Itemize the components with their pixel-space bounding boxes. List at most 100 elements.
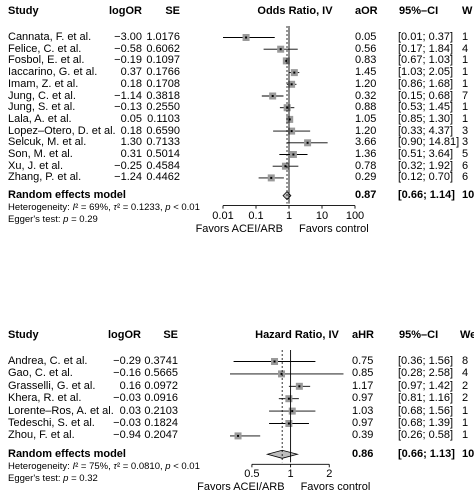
p1-se-value: 0.1103 [147, 112, 180, 125]
p1-log-value: −0.19 [114, 54, 142, 67]
p2-header-log: logOR [108, 329, 141, 341]
p1-weight-value: 4 [462, 42, 469, 55]
p1-weight-value: 1 [462, 77, 469, 90]
p1-point-center [279, 48, 282, 51]
p2-estimate-value: 0.97 [352, 392, 374, 405]
p1-ci-value: [0.33; 4.37] [398, 124, 454, 137]
p1-log-value: 1.30 [120, 136, 142, 149]
p2-weight-value: 1 [462, 417, 469, 429]
p1-ci-value: [0.17; 1.84] [398, 42, 454, 55]
p2-point-center [287, 422, 290, 425]
p1-estimate-value: 0.88 [355, 101, 377, 114]
p1-log-value: 0.05 [120, 112, 142, 125]
p1-point-center [306, 141, 309, 144]
p2-se-value: 0.3741 [144, 355, 178, 367]
p2-log-value: −0.03 [113, 417, 141, 429]
p1-estimate-value: 0.56 [355, 42, 377, 55]
p1-weight-value: 1 [462, 112, 469, 125]
p1-study-name: Lopez–Otero, D. et al. [8, 124, 116, 137]
p2-header-plot: Hazard Ratio, IV [255, 329, 339, 341]
p1-study-name: Fosbol, E. et al. [8, 54, 85, 67]
p2-estimate-value: 1.17 [352, 379, 374, 392]
p2-weight-value: 1 [462, 429, 469, 442]
p1-log-value: −1.24 [114, 171, 142, 184]
p2-tick-label: 0.5 [244, 468, 260, 481]
p1-tick-label: 1 [285, 209, 293, 222]
p2-point-center [280, 372, 283, 375]
p1-point-center [292, 153, 295, 156]
p1-estimate-value: 0.05 [355, 31, 377, 43]
p1-pooled-estimate: 0.87 [355, 189, 377, 202]
p2-ci-value: [0.81; 1.16] [398, 392, 454, 405]
p2-ci-value: [0.28; 2.58] [398, 367, 454, 380]
p1-estimate-value: 0.78 [355, 159, 377, 172]
p1-se-value: 1.0176 [146, 31, 180, 43]
p1-log-value: 0.31 [120, 148, 142, 160]
p2-point-center [298, 385, 301, 388]
p2-ci-value: [0.26; 0.58] [398, 429, 454, 442]
p2-header-estimate: aHR [352, 329, 375, 341]
p2-se-value: 0.0916 [144, 392, 178, 405]
p1-estimate-value: 1.20 [355, 124, 377, 137]
p2-header-se: SE [163, 329, 178, 341]
p1-tick-label: 0.1 [248, 209, 264, 222]
p1-ci-value: [0.01; 0.37] [398, 31, 454, 43]
p2-log-value: 0.03 [119, 404, 141, 417]
p1-se-value: 0.2550 [146, 101, 180, 114]
p1-point-center [271, 95, 274, 97]
p2-point-center [237, 434, 240, 437]
p2-weight-value: 8 [462, 355, 469, 367]
p1-estimate-value: 1.20 [355, 77, 377, 90]
p1-pooled-weight: 10 [462, 189, 474, 202]
p2-study-name: Lorente–Ros, A. et al. [8, 404, 114, 417]
p1-study-name: Lala, A. et al. [8, 112, 72, 125]
p1-estimate-value: 1.45 [355, 66, 377, 79]
p1-tick-label: 10 [315, 209, 329, 222]
p1-log-value: −3.00 [114, 31, 142, 43]
p2-estimate-value: 0.97 [352, 417, 374, 429]
p1-ci-value: [0.67; 1.03] [398, 54, 454, 67]
p2-heterogeneity-text: Heterogeneity: I² = 75%, τ² = 0.0810, p … [8, 460, 200, 472]
p2-se-value: 0.1824 [144, 417, 178, 429]
p1-estimate-value: 3.66 [355, 136, 377, 149]
p1-log-value: 0.18 [120, 124, 142, 137]
p2-log-value: −0.03 [113, 392, 141, 405]
p2-point-center [273, 360, 276, 363]
p1-log-value: 0.18 [120, 77, 142, 90]
p1-weight-value: 6 [462, 159, 469, 172]
p2-study-name: Zhou, F. et al. [8, 429, 75, 442]
p1-weight-value: 1 [462, 101, 469, 114]
p1-se-value: 0.3818 [146, 89, 180, 102]
p2-ci-value: [0.36; 1.56] [398, 355, 454, 367]
p2-estimate-value: 0.75 [352, 355, 374, 367]
p1-header-plot: Odds Ratio, IV [257, 5, 333, 17]
p2-log-value: −0.16 [113, 367, 141, 380]
p1-log-value: −0.58 [114, 42, 142, 55]
p1-weight-value: 7 [462, 89, 469, 102]
p1-log-value: −0.13 [114, 101, 142, 114]
p2-log-value: −0.29 [113, 355, 141, 367]
p2-point-center [291, 410, 294, 413]
p1-ci-value: [0.51; 3.64] [398, 148, 454, 160]
p2-tick-label: 1 [287, 468, 294, 481]
p1-ci-value: [1.03; 2.05] [398, 66, 454, 79]
p1-tick-label: 100 [345, 209, 365, 222]
p2-se-value: 0.0972 [144, 379, 178, 392]
p1-se-value: 0.6062 [146, 42, 180, 55]
p1-study-name: Jung, S. et al. [8, 101, 76, 114]
p1-weight-value: 6 [462, 171, 469, 184]
p2-egger-text: Egger's test: p = 0.32 [8, 472, 98, 484]
p1-study-name: Xu, J. et al. [8, 159, 64, 172]
p1-estimate-value: 1.05 [355, 112, 377, 125]
p1-se-value: 0.5014 [146, 148, 180, 160]
p1-pooled-ci: [0.66; 1.14] [398, 189, 455, 202]
p1-log-value: −1.14 [114, 89, 142, 102]
p1-study-name: Zhang, P. et al. [8, 171, 82, 184]
p1-weight-value: 3 [462, 136, 469, 149]
p1-se-value: 0.1766 [146, 66, 180, 79]
p2-study-name: Gao, C. et al. [8, 367, 73, 380]
p2-study-name: Andrea, C. et al. [8, 355, 88, 367]
p2-study-name: Tedeschi, S. et al. [8, 417, 95, 429]
p1-header-log: logOR [109, 5, 142, 17]
p1-point-center [293, 71, 296, 74]
